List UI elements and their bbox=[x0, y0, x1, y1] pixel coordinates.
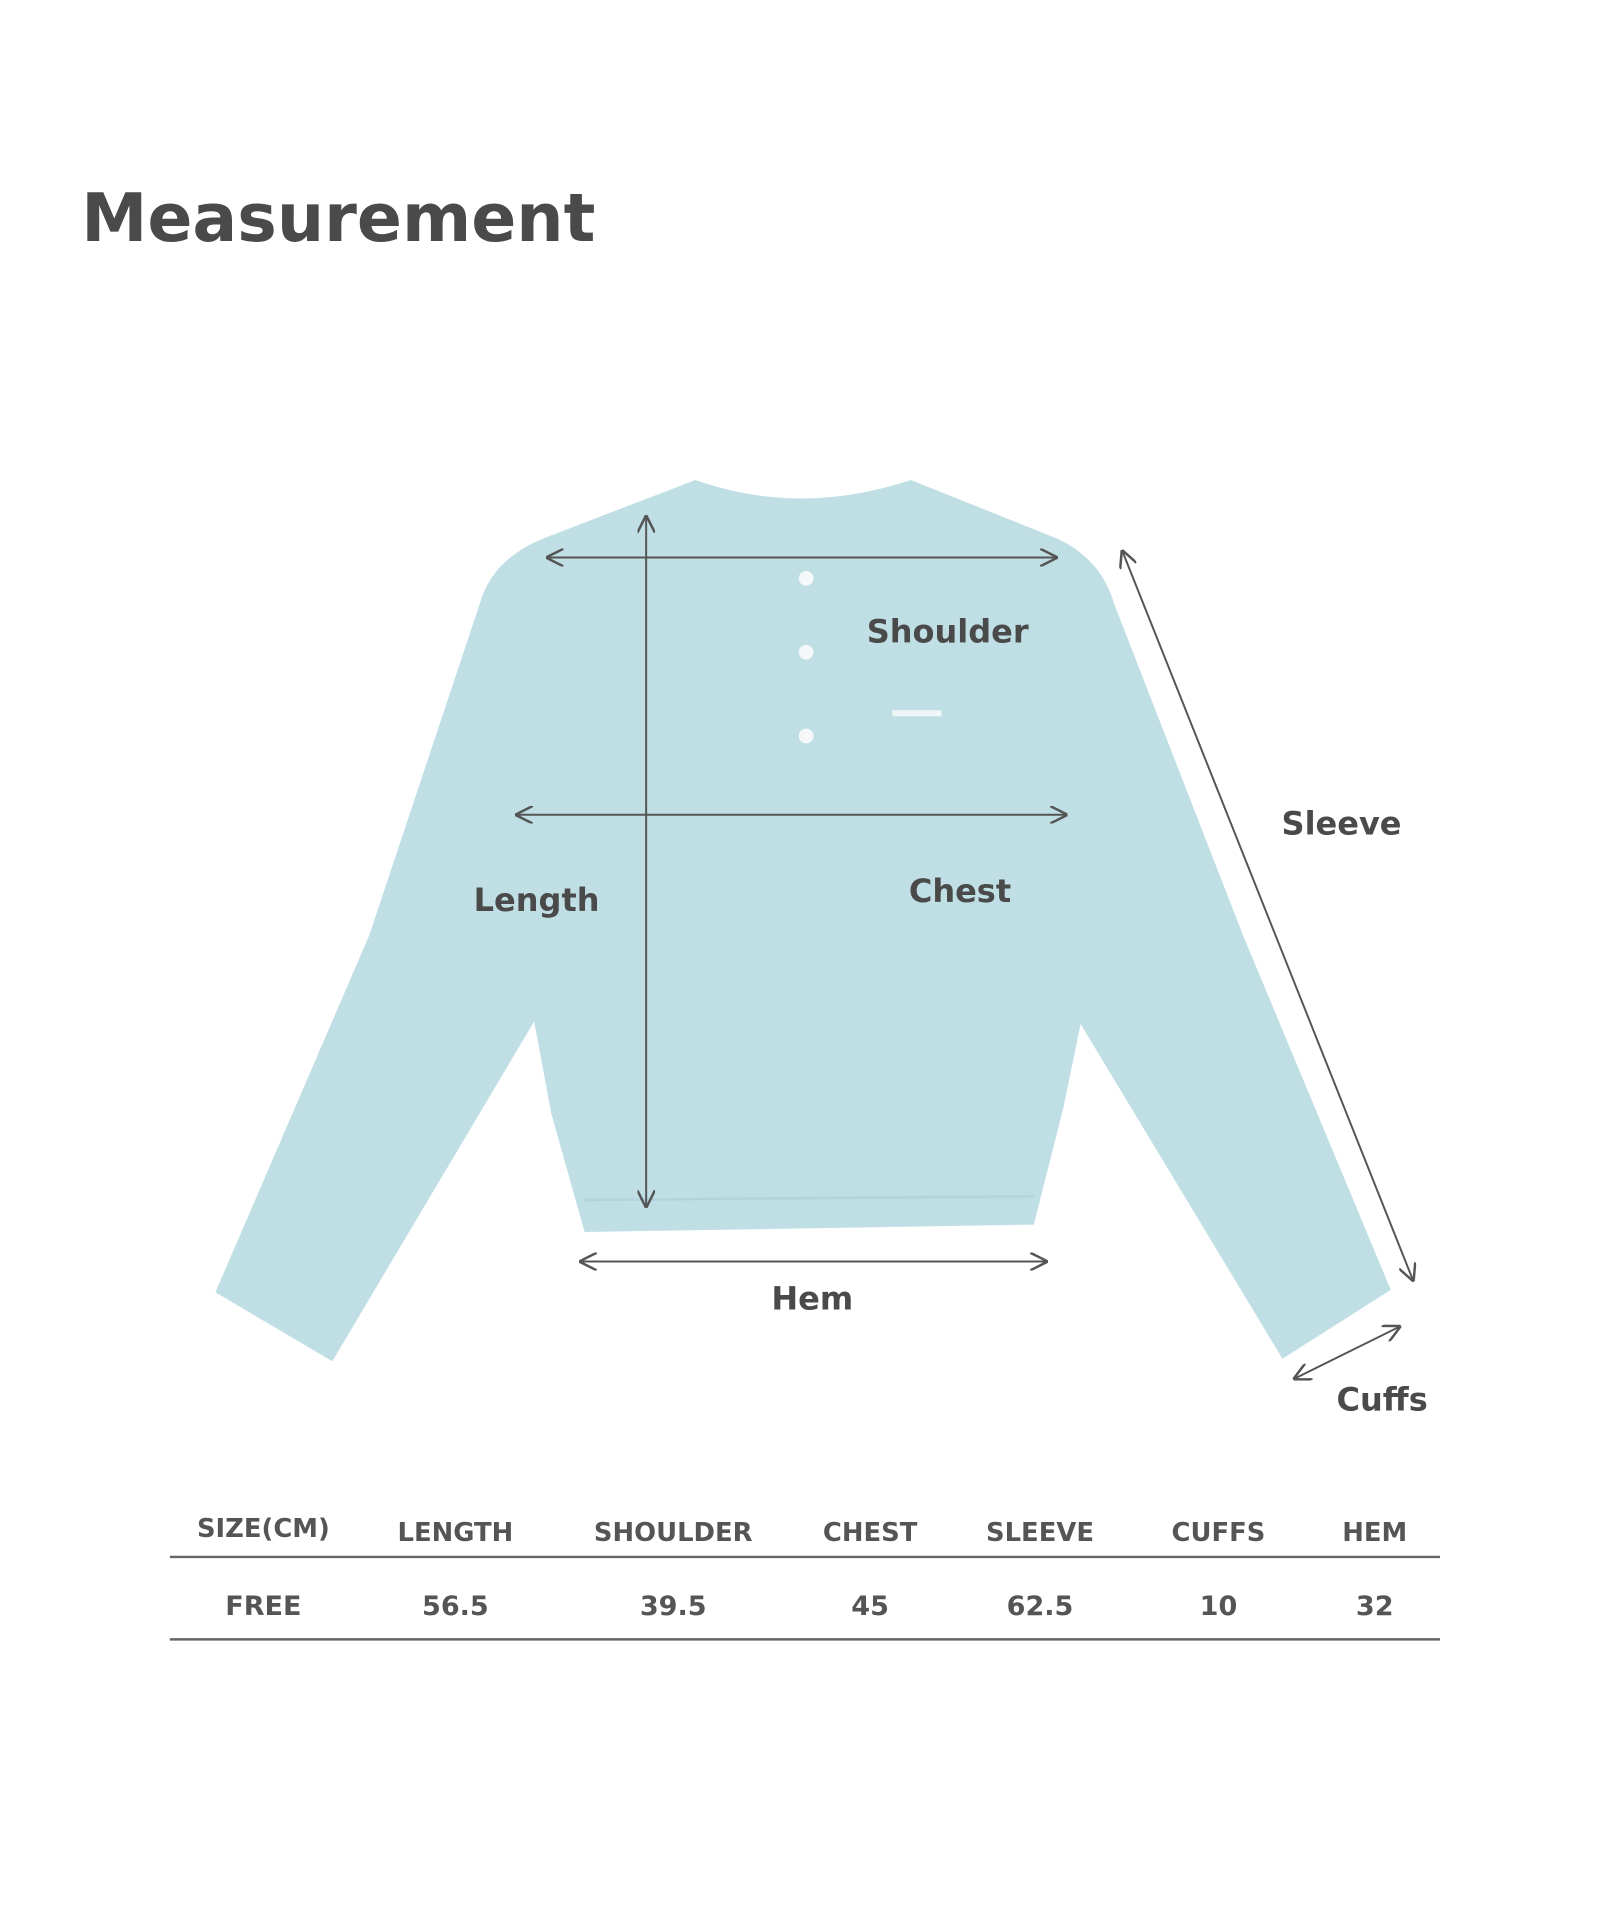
table-cell: 39.5 bbox=[640, 1591, 707, 1622]
table-cell: 45 bbox=[851, 1591, 889, 1622]
table-cell: 56.5 bbox=[422, 1591, 489, 1622]
sweater-body bbox=[215, 480, 1391, 1362]
table-cell: FREE bbox=[225, 1591, 301, 1622]
label-chest: Chest bbox=[909, 872, 1011, 910]
table-header: SLEEVE bbox=[986, 1518, 1094, 1548]
table-header: HEM bbox=[1342, 1518, 1407, 1548]
sleeve-arrow bbox=[1122, 551, 1412, 1280]
table-header: LENGTH bbox=[398, 1518, 514, 1548]
table-header: SIZE(CM) bbox=[197, 1514, 330, 1544]
table-header: CHEST bbox=[823, 1518, 918, 1548]
page-title: Measurement bbox=[81, 179, 595, 257]
logo-mark bbox=[892, 710, 942, 717]
label-hem: Hem bbox=[771, 1280, 853, 1318]
table-header: CUFFS bbox=[1172, 1518, 1266, 1548]
button-icon bbox=[798, 571, 814, 586]
sweater-illustration bbox=[215, 480, 1391, 1362]
label-cuffs: Cuffs bbox=[1337, 1380, 1428, 1418]
button-icon bbox=[798, 728, 814, 744]
size-table: SIZE(CM) LENGTH SHOULDER CHEST SLEEVE CU… bbox=[169, 1514, 1440, 1641]
label-sleeve: Sleeve bbox=[1282, 804, 1402, 842]
label-shoulder: Shoulder bbox=[867, 612, 1029, 650]
table-cell: 10 bbox=[1200, 1591, 1238, 1622]
cuffs-arrow bbox=[1295, 1327, 1400, 1379]
table-header: SHOULDER bbox=[594, 1518, 753, 1548]
table-cell: 62.5 bbox=[1007, 1591, 1074, 1622]
table-cell: 32 bbox=[1356, 1591, 1394, 1622]
table-row: FREE 56.5 39.5 45 62.5 10 32 bbox=[225, 1591, 1393, 1622]
button-icon bbox=[798, 644, 814, 660]
label-length: Length bbox=[474, 881, 600, 919]
